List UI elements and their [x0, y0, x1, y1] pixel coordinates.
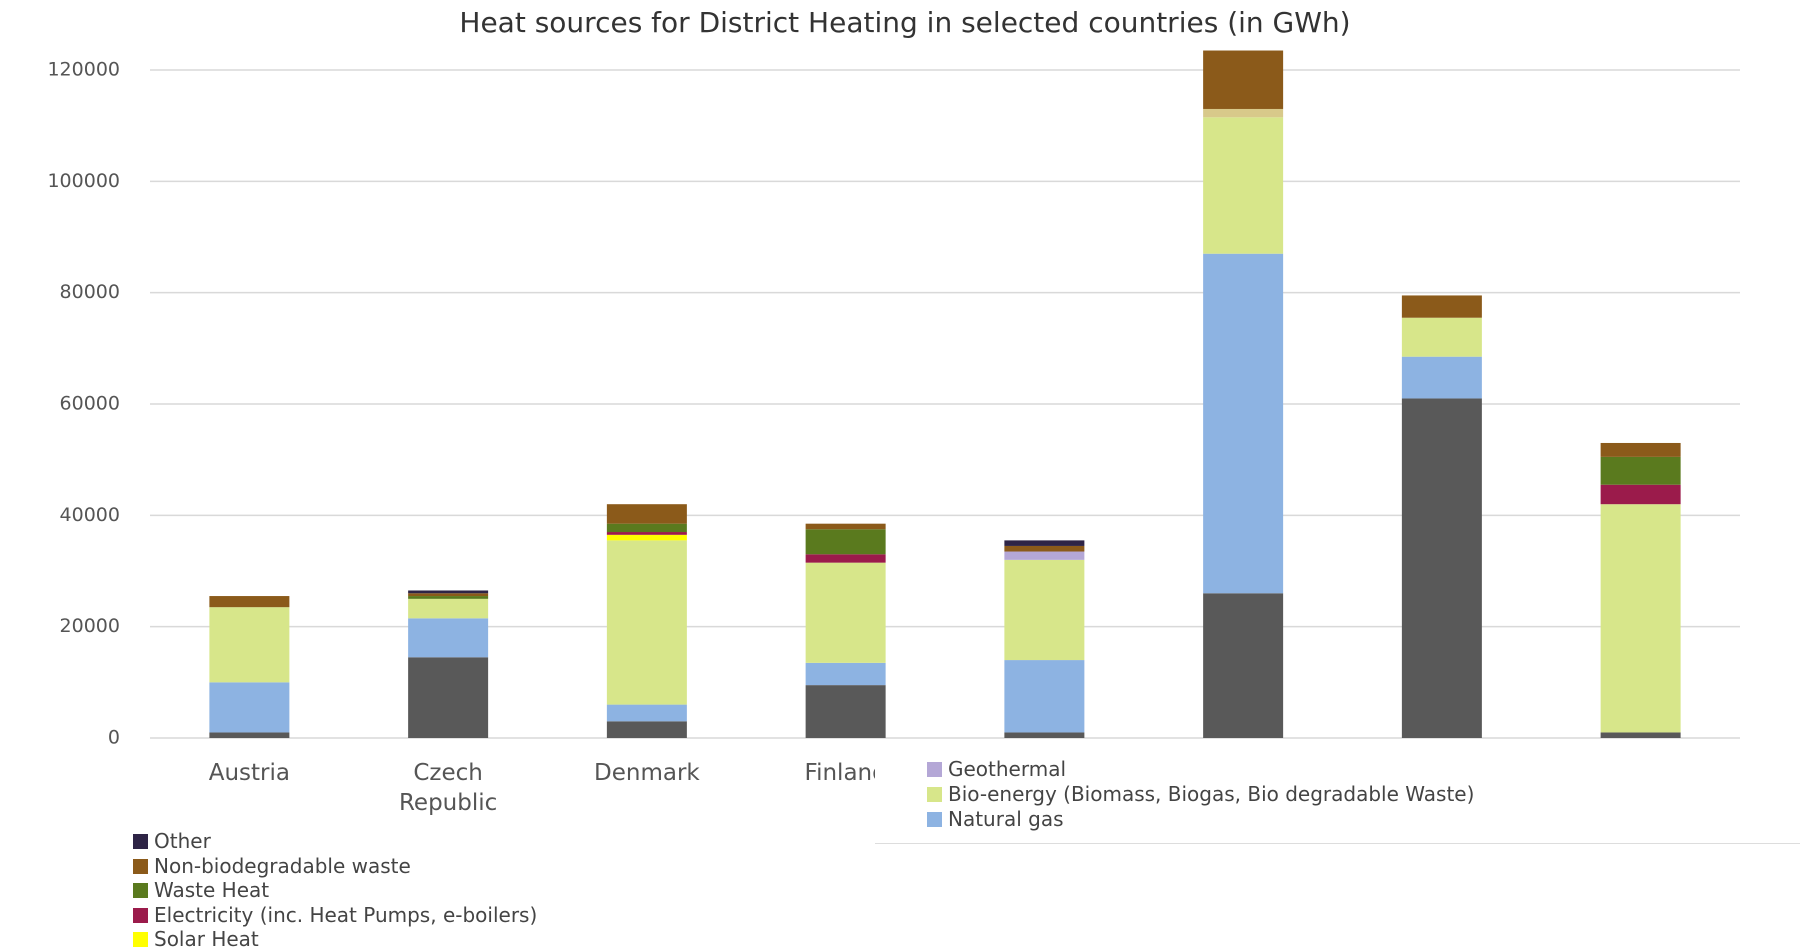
bar-segment: [805, 685, 886, 738]
y-tick-label: 80000: [60, 281, 120, 303]
bar-segment: [1203, 253, 1284, 594]
legend-entry: Geothermal: [927, 757, 1066, 781]
legend-label: Solar Heat: [154, 927, 259, 951]
bar-segment: [1203, 117, 1284, 254]
legend-label: Geothermal: [948, 757, 1067, 781]
bar-segment: [1004, 545, 1085, 552]
y-tick-label: 100000: [47, 170, 120, 192]
legend-entry: Bio-energy (Biomass, Biogas, Bio degrada…: [927, 782, 1474, 806]
y-tick-label: 120000: [47, 59, 120, 81]
bar-segment: [1203, 593, 1284, 738]
bar-segment: [1004, 660, 1085, 733]
legend-swatch: [133, 883, 148, 898]
bar-segment: [1401, 295, 1482, 318]
bar-segment: [1203, 50, 1284, 109]
bar-segment: [1600, 442, 1681, 457]
bar-segment: [606, 532, 687, 535]
bar-segment: [1401, 317, 1482, 357]
bar-segment: [805, 662, 886, 686]
bar-segment: [1600, 504, 1681, 733]
y-tick-label: 0: [108, 727, 120, 749]
legend-entry: Waste Heat: [133, 878, 269, 902]
bar-segment: [408, 596, 489, 599]
y-tick-label: 20000: [60, 615, 120, 637]
legend-swatch: [133, 907, 148, 923]
bar-segment: [805, 554, 886, 563]
legend-label: Natural gas: [948, 807, 1064, 831]
x-tick-label: Czech Republic: [398, 760, 498, 816]
bar-segment: [408, 590, 489, 594]
legend-entry: Solar Heat: [133, 927, 259, 951]
bar-segment: [408, 593, 489, 597]
bar-segment: [209, 596, 290, 608]
legend-swatch: [133, 932, 148, 947]
bar-segment: [805, 562, 886, 663]
legend-swatch: [133, 858, 148, 874]
legend-label: Electricity (inc. Heat Pumps, e-boilers): [154, 902, 538, 927]
legend-swatch: [927, 812, 942, 827]
bar-segment: [606, 534, 687, 541]
bar-segment: [606, 504, 687, 524]
bar-segment: [1600, 732, 1681, 738]
legend-swatch: [133, 834, 148, 849]
legend-entry: Natural gas: [927, 807, 1064, 831]
bar-segment: [1600, 484, 1681, 505]
bar-segment: [408, 598, 489, 619]
bar-segment: [1401, 398, 1482, 738]
bar-segment: [606, 540, 687, 705]
x-tick-label: Denmark: [594, 760, 700, 786]
legend-label: Non-biodegradable waste: [154, 853, 411, 878]
legend-label: Bio-energy (Biomass, Biogas, Bio degrada…: [948, 782, 1475, 806]
legend-swatch: [927, 787, 942, 802]
bar-segment: [209, 732, 290, 738]
bar-segment: [1203, 108, 1284, 118]
bar-segment: [1600, 456, 1681, 485]
bar-segment: [1004, 559, 1085, 661]
bar-segment: [1401, 356, 1482, 399]
legend-overlay: Geothermal Bio-energy (Biomass, Biogas, B…: [875, 755, 1800, 844]
chart-title: Heat sources for District Heating in sel…: [459, 6, 1350, 39]
bar-segment: [805, 523, 886, 530]
bar-segment: [1004, 732, 1085, 738]
y-tick-label: 40000: [60, 504, 120, 526]
bar-segment: [209, 682, 290, 733]
legend-entry: Other: [133, 829, 211, 853]
legend-entry: Electricity (inc. Heat Pumps, e-boilers): [133, 903, 537, 927]
y-tick-label: 60000: [60, 393, 120, 415]
legend-swatch: [927, 762, 942, 777]
bar-segment: [408, 657, 489, 738]
bar-segment: [606, 721, 687, 738]
bar-segment: [209, 607, 290, 683]
x-tick-label: Austria: [208, 760, 290, 786]
bar-segment: [606, 704, 687, 722]
bar-segment: [1004, 540, 1085, 546]
bar-segment: [805, 529, 886, 555]
legend-label: Other: [154, 829, 211, 853]
bar-segment: [1004, 551, 1085, 560]
legend-entry: Non-biodegradable waste: [133, 854, 411, 878]
bar-segment: [606, 523, 687, 533]
bar-segment: [408, 618, 489, 658]
x-tick-label: Finland: [804, 760, 887, 786]
legend-label: Waste Heat: [154, 878, 270, 902]
